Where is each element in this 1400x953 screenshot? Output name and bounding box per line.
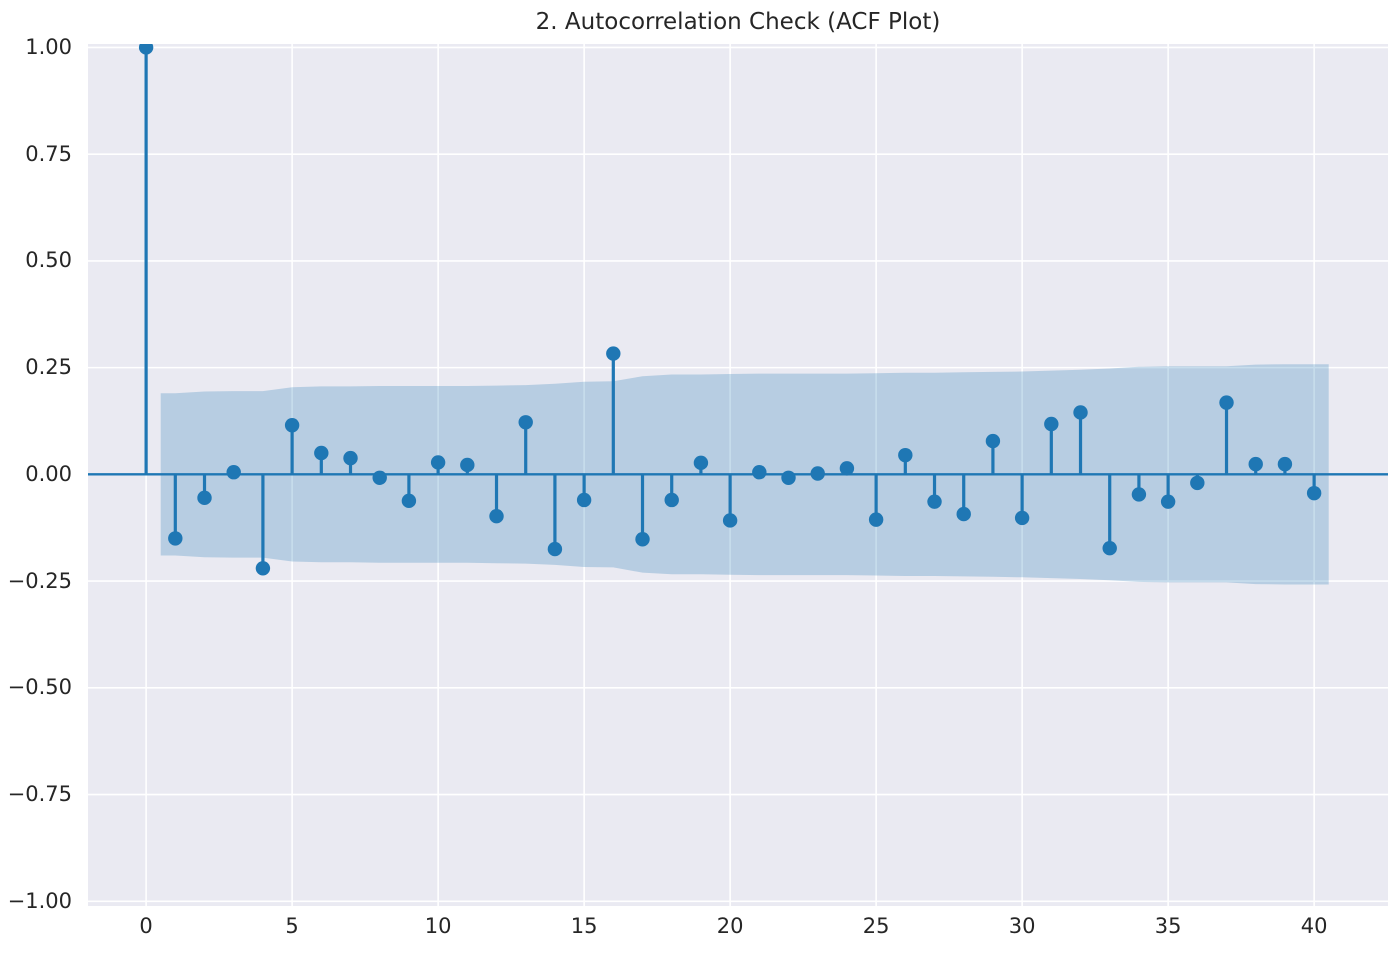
plot-content [88,44,1388,585]
acf-marker [664,492,679,508]
acf-marker [314,445,329,461]
acf-marker [372,470,387,485]
y-tick-label: −0.25 [7,568,72,593]
y-tick-label: −0.50 [7,675,72,700]
acf-marker [1014,510,1030,526]
y-tick-label: −1.00 [7,888,72,913]
acf-marker [752,465,767,480]
x-tick-label: 25 [862,914,890,938]
x-tick-label: 10 [424,914,452,938]
acf-marker [284,418,300,433]
acf-marker [430,455,446,470]
acf-marker [1102,541,1117,556]
acf-marker [1277,456,1293,472]
acf-marker [343,450,358,466]
x-tick-label: 40 [1300,914,1328,938]
acf-marker [781,470,796,485]
acf-marker [985,433,1001,449]
acf-marker [1131,487,1147,502]
y-tick-label: 0.00 [25,461,72,486]
acf-marker [489,509,504,524]
acf-marker [693,455,709,471]
acf-marker [868,512,884,527]
acf-marker [956,506,971,522]
acf-marker [722,513,738,528]
acf-marker [255,561,271,576]
x-tick-label: 0 [139,914,153,938]
y-tick-label: 0.75 [25,141,72,166]
acf-marker [635,532,650,547]
y-tick-label: −0.75 [7,782,72,807]
x-tick-label: 5 [285,914,299,938]
y-tick-label: 0.25 [25,355,72,380]
acf-marker [898,447,913,463]
acf-marker [401,493,417,509]
acf-marker [518,415,533,430]
acf-marker [226,465,241,480]
acf-marker [1219,395,1234,410]
acf-marker [1073,405,1088,420]
acf-marker [839,461,855,476]
acf-marker [460,457,475,473]
y-tick-label: 1.00 [25,34,72,59]
y-tick-label: 0.50 [25,248,72,273]
x-tick-label: 15 [570,914,598,938]
acf-marker [1044,416,1059,432]
x-tick-label: 35 [1154,914,1182,938]
x-tick-label: 30 [1008,914,1036,938]
acf-marker [1190,475,1205,491]
acf-marker [197,490,212,506]
acf-marker [1248,456,1263,472]
acf-marker [138,44,154,55]
acf-marker [810,466,825,481]
acf-marker [606,346,621,361]
x-tick-label: 20 [716,914,744,938]
acf-marker [576,492,592,508]
acf-marker [1160,494,1176,509]
acf-marker [927,494,942,509]
acf-marker [168,531,183,546]
chart-title: 2. Autocorrelation Check (ACF Plot) [535,9,941,35]
acf-marker [1306,485,1322,501]
acf-marker [547,541,563,557]
